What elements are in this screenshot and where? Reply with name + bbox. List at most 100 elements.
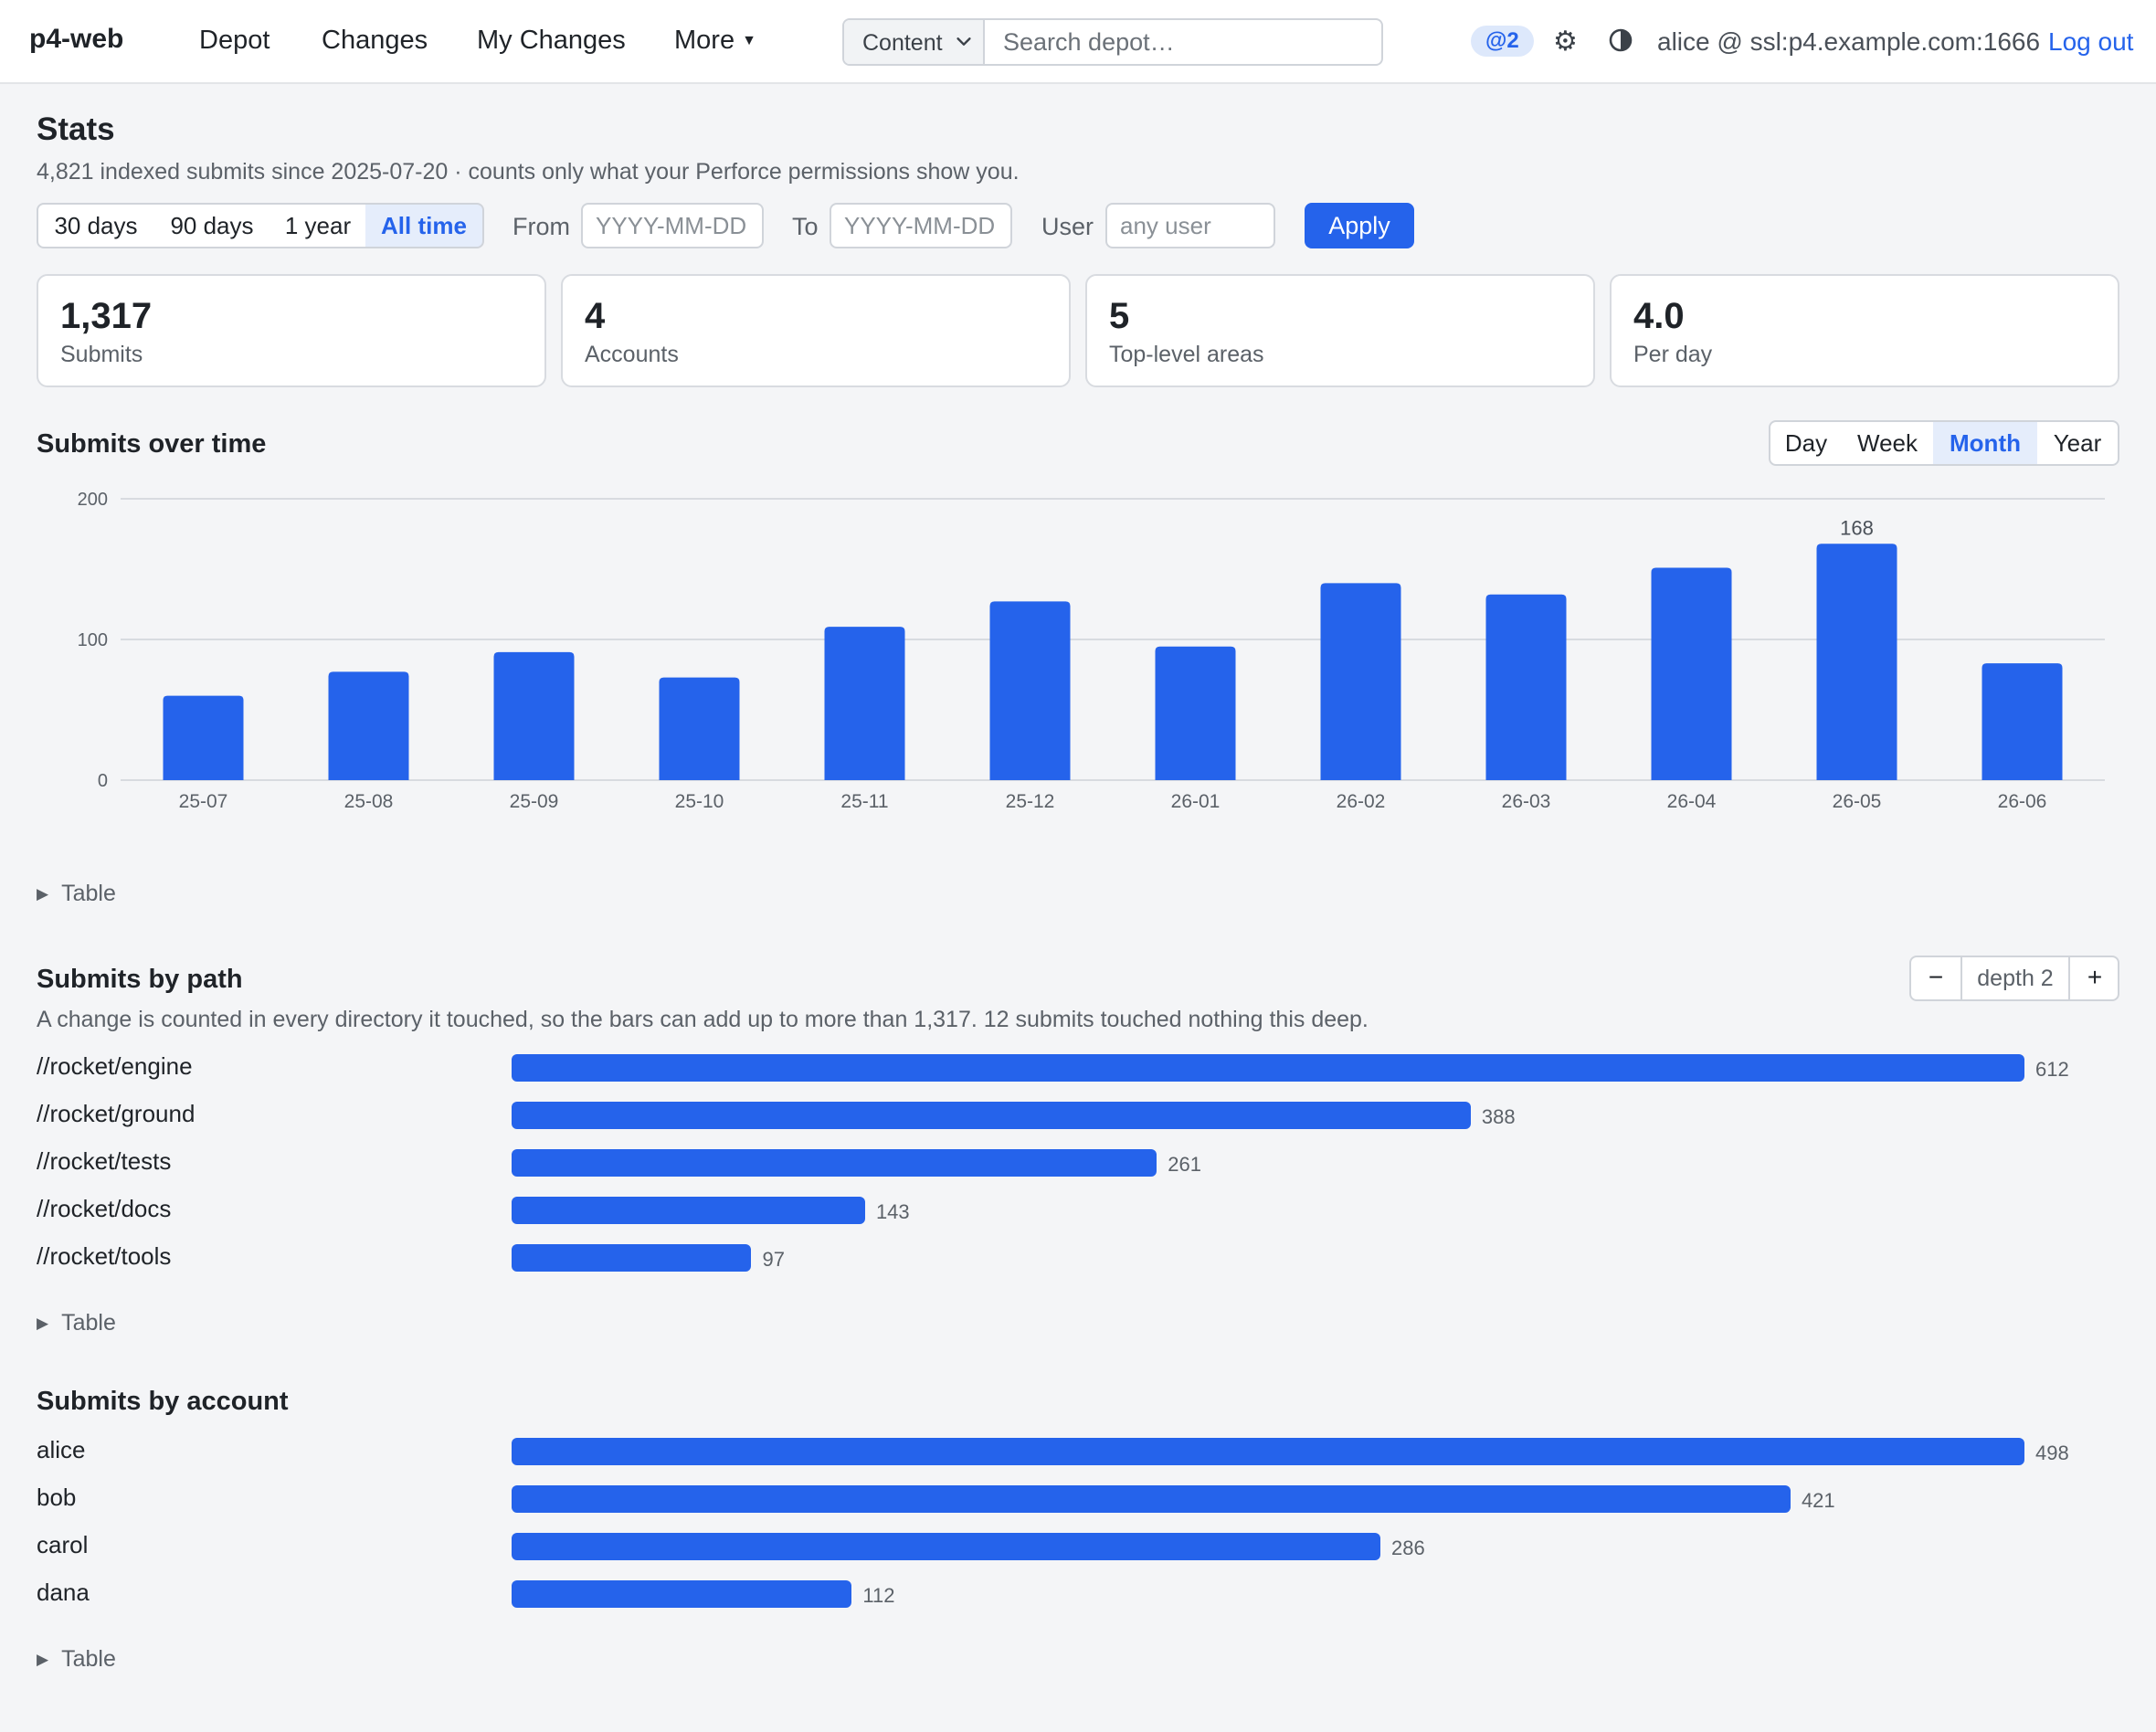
path-row: //rocket/ground 388 bbox=[0, 1096, 2156, 1133]
gear-icon[interactable]: ⚙ bbox=[1553, 26, 1578, 57]
disclosure-triangle-icon: ▶ bbox=[37, 885, 49, 903]
path-bar bbox=[512, 1149, 1157, 1177]
x-tick-label: 25-08 bbox=[344, 791, 394, 812]
x-tick-label: 26-04 bbox=[1667, 791, 1717, 812]
data-label: 168 bbox=[1840, 516, 1874, 539]
bar bbox=[1816, 544, 1897, 780]
range-30-days[interactable]: 30 days bbox=[37, 203, 155, 248]
logout-link[interactable]: Log out bbox=[2048, 27, 2134, 56]
bar bbox=[328, 671, 409, 780]
path-count: 612 bbox=[2035, 1058, 2069, 1081]
stat-label: Top-level areas bbox=[1109, 342, 1264, 367]
path-row: //rocket/docs 143 bbox=[0, 1191, 2156, 1228]
range-1-year[interactable]: 1 year bbox=[270, 203, 367, 248]
over-time-table-toggle[interactable]: ▶ Table bbox=[37, 881, 116, 907]
nav-link-depot[interactable]: Depot bbox=[199, 26, 270, 55]
account-bar bbox=[512, 1438, 2024, 1465]
x-tick-label: 26-02 bbox=[1337, 791, 1386, 812]
bar bbox=[1982, 663, 2063, 780]
bar bbox=[1320, 583, 1401, 780]
account-name[interactable]: bob bbox=[37, 1484, 77, 1511]
range-all-time[interactable]: All time bbox=[365, 203, 484, 248]
submits-over-time-chart: 0 100 200 25-07 25-08 25-09 25-10 25-11 25-12 26-… bbox=[78, 490, 2105, 812]
path-row: //rocket/engine 612 bbox=[0, 1049, 2156, 1085]
path-bar bbox=[512, 1197, 865, 1224]
search-box: Content bbox=[842, 18, 1383, 66]
x-tick-label: 25-11 bbox=[840, 791, 888, 812]
depth-decrease-button[interactable]: − bbox=[1928, 963, 1944, 991]
path-name[interactable]: //rocket/docs bbox=[37, 1195, 172, 1222]
bar bbox=[1485, 594, 1567, 780]
granularity-day[interactable]: Day bbox=[1769, 420, 1844, 466]
account-count: 112 bbox=[862, 1584, 895, 1607]
from-date-input[interactable] bbox=[581, 203, 764, 248]
table-toggle-label: Table bbox=[61, 1646, 116, 1672]
account-count: 498 bbox=[2035, 1442, 2069, 1464]
submits-over-time-title: Submits over time bbox=[37, 429, 267, 459]
user-label: User bbox=[1041, 213, 1094, 240]
bar bbox=[989, 601, 1071, 780]
stat-value: 5 bbox=[1109, 296, 1130, 336]
to-date-input[interactable] bbox=[830, 203, 1012, 248]
x-tick-label: 26-01 bbox=[1171, 791, 1221, 812]
stat-value: 4 bbox=[585, 296, 606, 336]
nav-link-more[interactable]: More ▼ bbox=[674, 26, 756, 56]
range-90-days[interactable]: 90 days bbox=[153, 203, 272, 248]
account-row: carol 286 bbox=[0, 1527, 2156, 1564]
table-toggle-label: Table bbox=[61, 881, 116, 906]
account-row: dana 112 bbox=[0, 1575, 2156, 1611]
depth-increase-button[interactable]: + bbox=[2087, 963, 2103, 991]
x-tick-label: 25-12 bbox=[1006, 791, 1055, 812]
granularity-month[interactable]: Month bbox=[1933, 420, 2039, 466]
by-path-table-toggle[interactable]: ▶ Table bbox=[37, 1310, 116, 1336]
contrast-icon[interactable] bbox=[1606, 26, 1635, 55]
brand-logo[interactable]: p4-web bbox=[29, 24, 124, 54]
path-row: //rocket/tests 261 bbox=[0, 1144, 2156, 1180]
x-tick-label: 26-03 bbox=[1502, 791, 1551, 812]
path-row: //rocket/tools 97 bbox=[0, 1239, 2156, 1275]
stat-card-accounts: 4 Accounts bbox=[561, 274, 1071, 387]
path-name[interactable]: //rocket/engine bbox=[37, 1052, 193, 1080]
stat-label: Accounts bbox=[585, 342, 679, 367]
search-input[interactable] bbox=[987, 20, 1381, 64]
account-name[interactable]: carol bbox=[37, 1531, 89, 1558]
nav-link-changes[interactable]: Changes bbox=[322, 26, 428, 55]
path-count: 261 bbox=[1168, 1153, 1201, 1176]
x-tick-label: 26-06 bbox=[1998, 791, 2047, 812]
path-name[interactable]: //rocket/tools bbox=[37, 1242, 172, 1270]
y-tick-label: 0 bbox=[98, 771, 108, 791]
path-name[interactable]: //rocket/tests bbox=[37, 1147, 172, 1175]
account-row: alice 498 bbox=[0, 1432, 2156, 1469]
disclosure-triangle-icon: ▶ bbox=[37, 1651, 49, 1668]
account-name[interactable]: alice bbox=[37, 1436, 86, 1463]
pending-changes-badge[interactable]: @2 bbox=[1471, 26, 1534, 57]
x-tick-label: 26-05 bbox=[1833, 791, 1882, 812]
bar bbox=[659, 677, 740, 780]
by-account-table-toggle[interactable]: ▶ Table bbox=[37, 1646, 116, 1673]
granularity-year[interactable]: Year bbox=[2037, 420, 2119, 466]
account-bar bbox=[512, 1533, 1381, 1560]
x-tick-label: 25-10 bbox=[675, 791, 724, 812]
account-name[interactable]: dana bbox=[37, 1579, 90, 1606]
path-name[interactable]: //rocket/ground bbox=[37, 1100, 196, 1127]
user-server-info: alice @ ssl:p4.example.com:1666 bbox=[1657, 27, 2041, 56]
table-toggle-label: Table bbox=[61, 1310, 116, 1336]
search-scope-select[interactable]: Content bbox=[844, 20, 985, 64]
chevron-down-icon bbox=[956, 37, 971, 46]
stat-value: 4.0 bbox=[1633, 296, 1685, 336]
submits-by-account-title: Submits by account bbox=[37, 1387, 289, 1416]
path-bar bbox=[512, 1054, 2024, 1082]
top-nav: p4-web Depot Changes My Changes More ▼ Co… bbox=[0, 0, 2156, 84]
user-filter-input[interactable] bbox=[1105, 203, 1275, 248]
granularity-week[interactable]: Week bbox=[1842, 420, 1935, 466]
stat-value: 1,317 bbox=[60, 296, 153, 336]
page-title: Stats bbox=[37, 111, 115, 147]
account-count: 421 bbox=[1801, 1489, 1835, 1512]
stat-card-areas: 5 Top-level areas bbox=[1085, 274, 1595, 387]
apply-button[interactable]: Apply bbox=[1305, 203, 1414, 248]
nav-link-my-changes[interactable]: My Changes bbox=[477, 26, 626, 55]
stat-label: Per day bbox=[1633, 342, 1713, 367]
path-bar bbox=[512, 1102, 1471, 1129]
path-bar bbox=[512, 1244, 752, 1272]
stat-label: Submits bbox=[60, 342, 143, 367]
